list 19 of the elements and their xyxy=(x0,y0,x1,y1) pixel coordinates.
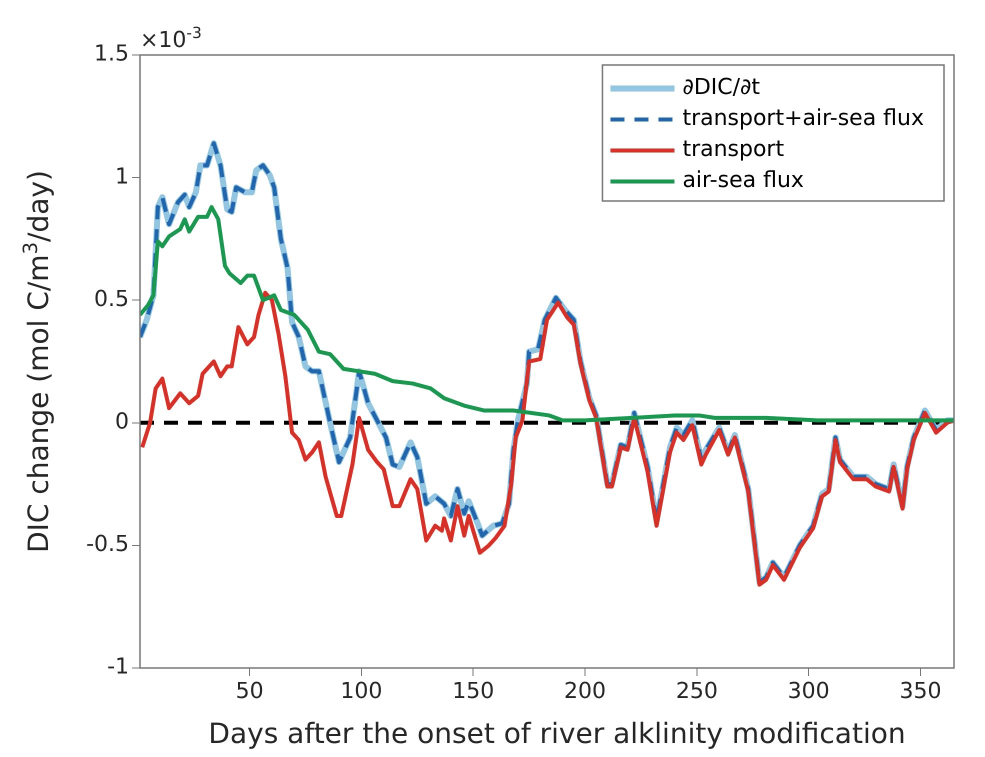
x-tick-label: 50 xyxy=(236,678,264,704)
y-tick-label: -1 xyxy=(107,654,129,680)
legend-label: transport xyxy=(682,137,784,162)
y-tick-label: 0 xyxy=(115,410,129,435)
x-axis-title: Days after the onset of river alklinity modification xyxy=(208,717,906,750)
x-tick-label: 150 xyxy=(452,678,494,704)
y-tick-label: 1.5 xyxy=(94,42,129,67)
y-tick-label: 1 xyxy=(115,164,129,190)
x-tick-label: 100 xyxy=(340,678,382,704)
y-tick-label: 0.5 xyxy=(94,286,129,312)
legend-label: air-sea flux xyxy=(682,168,804,194)
legend-label: transport+air-sea flux xyxy=(682,106,924,132)
y-tick-label: -0.5 xyxy=(86,532,129,558)
x-tick-label: 350 xyxy=(899,678,942,704)
x-tick-label: 300 xyxy=(788,678,830,704)
x-tick-label: 250 xyxy=(676,678,718,704)
x-tick-label: 200 xyxy=(564,678,606,704)
y-axis-title: DIC change (mol C/m3/day) xyxy=(18,170,55,553)
legend-label: ∂DIC/∂t xyxy=(682,75,760,100)
